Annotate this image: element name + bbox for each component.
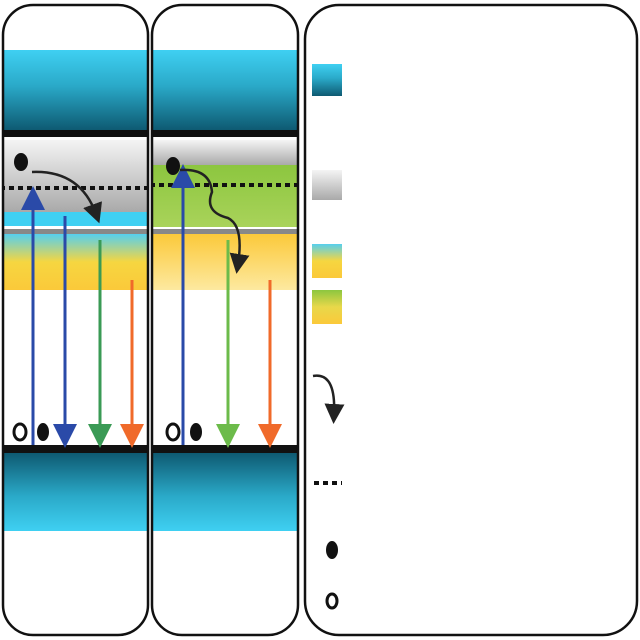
hole [12, 422, 28, 442]
panel-1 [3, 50, 148, 531]
band-edge [152, 445, 298, 453]
conduction-band [152, 50, 298, 130]
legend-hole [325, 592, 339, 610]
electron [190, 423, 202, 441]
gray-line [3, 229, 148, 234]
band-edge [3, 445, 148, 453]
curved-arrow [31, 170, 102, 224]
hole [165, 422, 181, 442]
yellow-level [152, 234, 298, 290]
legend-arrow [312, 374, 345, 424]
cyan-yellow-level [3, 234, 148, 290]
legend-swatch [312, 290, 342, 324]
panel-2 [152, 50, 298, 531]
legend-panel [303, 3, 639, 637]
legend-swatch [312, 244, 342, 278]
panel-border [150, 3, 300, 637]
legend-swatch [312, 64, 342, 96]
electron [37, 423, 49, 441]
legend-electron [326, 541, 338, 559]
electron [14, 153, 28, 171]
valence-band [3, 453, 148, 531]
electron [166, 157, 180, 175]
legend-swatch [312, 170, 342, 200]
valence-band [152, 453, 298, 531]
band-edge [3, 130, 148, 137]
band-edge [152, 130, 298, 137]
gray-level [3, 140, 148, 212]
conduction-band [3, 50, 148, 130]
panel-border [303, 3, 639, 637]
panel-border [1, 3, 150, 637]
gray-line [152, 229, 298, 234]
cyan-level [3, 212, 148, 226]
curved-arrow [179, 168, 250, 274]
